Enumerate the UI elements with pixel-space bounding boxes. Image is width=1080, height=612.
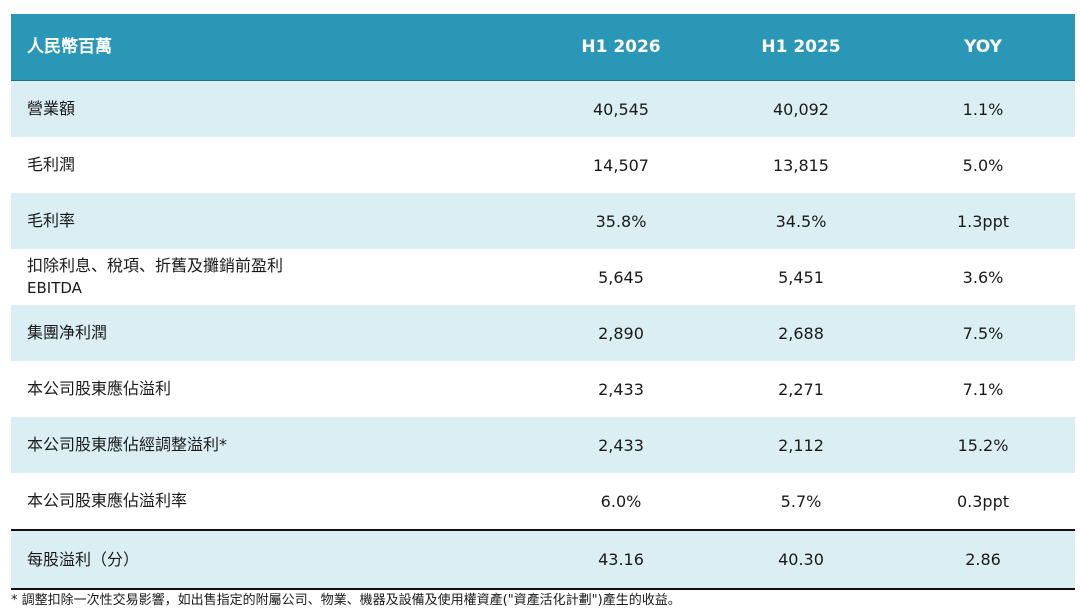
row-label: 本公司股東應佔溢利 — [27, 379, 172, 398]
row-value-yoy: 1.1% — [962, 99, 1004, 119]
row-label-english: EBITDA — [27, 279, 82, 297]
row-value-h1-2026: 6.0% — [600, 491, 642, 511]
row-value-h1-2026: 2,433 — [598, 379, 644, 399]
row-value-yoy: 5.0% — [962, 155, 1004, 175]
table-row: 本公司股東應佔溢利率 6.0% 5.7% 0.3ppt — [11, 473, 1075, 529]
table-row: 毛利潤 14,507 13,815 5.0% — [11, 137, 1075, 193]
row-value-h1-2026: 2,890 — [598, 323, 644, 343]
row-value-h1-2025: 13,815 — [773, 155, 829, 175]
table-header-row: 人民幣百萬 H1 2026 H1 2025 YOY — [11, 14, 1075, 81]
row-value-yoy: 1.3ppt — [956, 211, 1010, 231]
row-label: 扣除利息、稅項、折舊及攤銷前盈利 — [27, 256, 284, 275]
row-value-h1-2025: 5.7% — [780, 491, 822, 511]
table-row: 扣除利息、稅項、折舊及攤銷前盈利 EBITDA 5,645 5,451 3.6% — [11, 249, 1075, 305]
table-row: 毛利率 35.8% 34.5% 1.3ppt — [11, 193, 1075, 249]
row-value-yoy: 0.3ppt — [956, 491, 1010, 511]
row-value-h1-2025: 2,271 — [778, 379, 824, 399]
row-label: 毛利率 — [27, 211, 76, 230]
table-row-eps: 每股溢利（分） 43.16 40.30 2.86 — [11, 529, 1075, 590]
row-value-yoy: 7.1% — [962, 379, 1004, 399]
row-value-h1-2025: 5,451 — [778, 267, 824, 287]
table-row: 集團净利潤 2,890 2,688 7.5% — [11, 305, 1075, 361]
row-label: 集團净利潤 — [27, 323, 108, 342]
row-value-h1-2026: 2,433 — [598, 435, 644, 455]
header-currency-label: 人民幣百萬 — [27, 37, 112, 57]
row-value-yoy: 2.86 — [965, 550, 1001, 569]
row-value-h1-2026: 5,645 — [598, 267, 644, 287]
row-label: 本公司股東應佔溢利率 — [27, 491, 188, 510]
row-value-h1-2025: 2,688 — [778, 323, 824, 343]
table-row: 本公司股東應佔溢利 2,433 2,271 7.1% — [11, 361, 1075, 417]
row-label: 營業額 — [27, 99, 76, 118]
footnote: * 調整扣除一次性交易影響，如出售指定的附屬公司、物業、機器及設備及使用權資產(… — [11, 593, 681, 608]
row-value-yoy: 3.6% — [962, 267, 1004, 287]
row-label-two-line: 扣除利息、稅項、折舊及攤銷前盈利 EBITDA — [11, 255, 531, 299]
header-yoy: YOY — [964, 37, 1002, 57]
header-h1-2025: H1 2025 — [761, 37, 841, 57]
row-value-yoy: 7.5% — [962, 323, 1004, 343]
row-label: 本公司股東應佔經調整溢利* — [27, 435, 228, 454]
row-value-h1-2025: 34.5% — [775, 211, 827, 231]
row-value-h1-2026: 43.16 — [598, 550, 644, 569]
row-value-h1-2025: 40.30 — [778, 550, 824, 569]
row-value-yoy: 15.2% — [957, 435, 1009, 455]
row-label: 毛利潤 — [27, 155, 76, 174]
table-row: 本公司股東應佔經調整溢利* 2,433 2,112 15.2% — [11, 417, 1075, 473]
header-h1-2026: H1 2026 — [581, 37, 661, 57]
row-value-h1-2026: 14,507 — [593, 155, 649, 175]
table-row: 營業額 40,545 40,092 1.1% — [11, 81, 1075, 137]
row-value-h1-2026: 40,545 — [593, 99, 649, 119]
row-value-h1-2026: 35.8% — [595, 211, 647, 231]
row-value-h1-2025: 40,092 — [773, 99, 829, 119]
row-value-h1-2025: 2,112 — [778, 435, 824, 455]
financial-summary-table: 人民幣百萬 H1 2026 H1 2025 YOY 營業額 40,545 40,… — [11, 14, 1075, 590]
row-label: 每股溢利（分） — [27, 549, 140, 569]
